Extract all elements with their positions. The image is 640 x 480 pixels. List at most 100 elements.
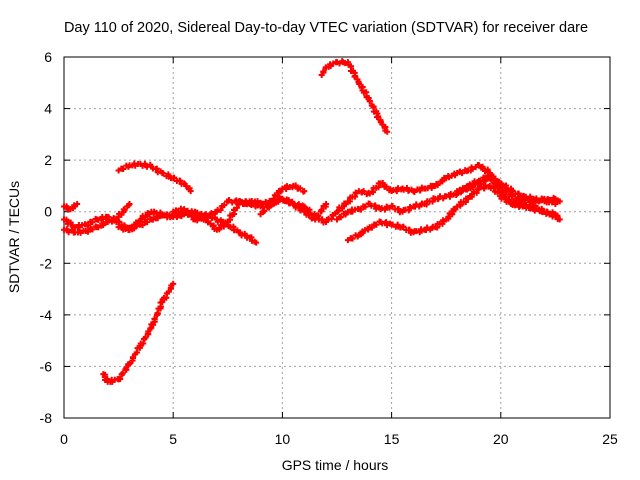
data-point [221, 202, 228, 209]
data-point [253, 239, 260, 246]
data-point [160, 212, 167, 219]
data-point [449, 211, 456, 218]
data-point [323, 200, 330, 207]
x-tick-label: 10 [275, 431, 291, 447]
x-tick-label: 5 [169, 431, 177, 447]
data-point [150, 321, 157, 328]
data-point [352, 72, 359, 79]
data-point [357, 206, 364, 213]
data-point [506, 196, 513, 203]
plot-frame [63, 56, 611, 419]
data-point [556, 216, 563, 223]
data-point [105, 214, 112, 221]
data-point [249, 200, 256, 207]
data-point [424, 224, 431, 231]
x-tick-label: 0 [60, 431, 68, 447]
data-point [183, 183, 190, 190]
data-point [198, 215, 205, 222]
data-point [406, 226, 413, 233]
data-point [89, 226, 96, 233]
y-tick-label: 0 [44, 204, 52, 220]
data-point [142, 334, 149, 341]
data-point [160, 170, 167, 177]
data-point [495, 185, 502, 192]
data-point [439, 178, 446, 185]
series-track [344, 182, 563, 244]
data-point [413, 201, 420, 208]
y-tick-label: -2 [40, 255, 53, 271]
data-point [237, 229, 244, 236]
data-point [556, 198, 563, 205]
data-point [226, 197, 233, 204]
data-point [84, 222, 91, 229]
data-point [144, 219, 151, 226]
data-point [469, 165, 476, 172]
y-axis-label: SDTVAR / TECUs [6, 181, 22, 293]
data-point [129, 354, 136, 361]
data-point [360, 188, 367, 195]
data-point [384, 128, 391, 135]
data-point [297, 185, 304, 192]
data-point [318, 207, 325, 214]
data-point [378, 205, 385, 212]
data-point [411, 189, 418, 196]
data-point [515, 190, 522, 197]
data-point [121, 207, 128, 214]
data-point [389, 203, 396, 210]
data-points [61, 58, 563, 385]
data-point [139, 222, 146, 229]
data-point [214, 218, 221, 225]
data-point [65, 229, 72, 236]
data-point [74, 200, 81, 207]
data-point [511, 200, 518, 207]
data-point [434, 182, 441, 189]
data-point [292, 182, 299, 189]
data-point [320, 68, 327, 75]
series-track [318, 58, 391, 135]
data-point [552, 200, 559, 207]
axes: 0 5 10 15 20 25 -8 -6 -4 -2 0 2 4 6 [40, 49, 618, 447]
y-tick-label: 2 [44, 152, 52, 168]
y-tick-label: -8 [40, 410, 53, 426]
data-point [313, 213, 320, 220]
data-point [174, 208, 181, 215]
data-point [171, 174, 178, 181]
data-point [217, 207, 224, 214]
x-tick-label: 15 [384, 431, 400, 447]
data-point [375, 113, 382, 120]
data-point [177, 177, 184, 184]
data-point [349, 235, 356, 242]
data-point [362, 203, 369, 210]
data-point [383, 183, 390, 190]
data-point [328, 215, 335, 222]
y-tick-label: 4 [44, 101, 52, 117]
data-point [379, 180, 386, 187]
data-point [151, 316, 158, 323]
data-point [366, 98, 373, 105]
data-point [126, 200, 133, 207]
data-point [261, 208, 268, 215]
data-point [89, 219, 96, 226]
data-point [274, 193, 281, 200]
y-tick-label: -6 [40, 358, 53, 374]
data-point [482, 177, 489, 184]
data-point [368, 224, 375, 231]
data-point [523, 204, 530, 211]
data-point [395, 205, 402, 212]
data-point [116, 218, 123, 225]
data-point [302, 204, 309, 211]
data-point [458, 187, 465, 194]
data-point [337, 214, 344, 221]
data-point [373, 221, 380, 228]
data-point [194, 209, 201, 216]
data-point [154, 310, 161, 317]
data-point [165, 288, 172, 295]
data-point [459, 170, 466, 177]
data-point [117, 375, 124, 382]
x-axis-label: GPS time / hours [282, 457, 389, 473]
data-point [123, 364, 130, 371]
data-point [119, 370, 126, 377]
data-point [301, 188, 308, 195]
